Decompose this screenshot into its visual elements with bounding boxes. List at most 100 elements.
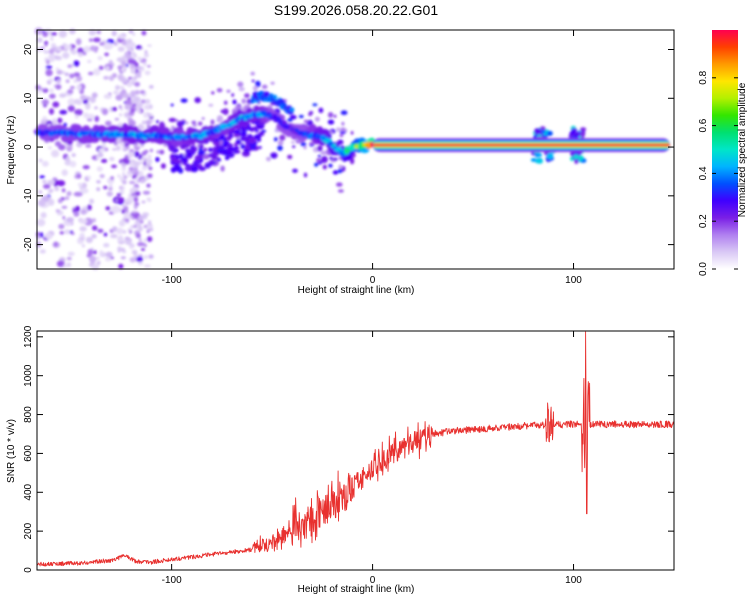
spectrogram-cell <box>316 158 322 163</box>
spectrogram-cell <box>192 143 196 146</box>
spectrogram-cell <box>121 166 126 171</box>
spectrogram-cell <box>145 99 151 104</box>
spectrogram-cell <box>258 90 265 96</box>
spectrogram-cell <box>110 234 118 239</box>
spectrogram-cell <box>336 127 341 132</box>
spectrogram-cell <box>192 123 197 127</box>
spectrogram-cell <box>156 150 160 154</box>
spectrogram-cell <box>228 134 234 138</box>
spectrogram-cell <box>126 81 133 88</box>
spectrogram-cell <box>322 164 327 170</box>
spectrogram-cell <box>135 177 139 181</box>
spectrogram-cell <box>143 238 147 242</box>
spectrogram-cell <box>53 241 59 248</box>
spectrogram-cell <box>142 190 151 195</box>
spectrogram-cell <box>73 191 83 197</box>
spectrogram-cell <box>66 217 74 223</box>
spectrogram-cell <box>105 251 113 258</box>
colorbar-tick-label: 0.2 <box>698 214 709 228</box>
spectrogram-cell <box>108 184 113 188</box>
spectrogram-cell <box>42 179 47 184</box>
spectrogram-cell <box>95 257 100 260</box>
spectrogram-cell <box>79 94 87 101</box>
spectrogram-cell <box>197 150 206 156</box>
spectrogram-cell <box>146 236 153 243</box>
spectrogram-cell <box>87 204 92 211</box>
spectrogram-cell <box>118 263 124 269</box>
spectrogram-cell <box>116 193 122 197</box>
spectrogram-cell <box>223 100 228 105</box>
spectrogram-cell <box>211 91 215 95</box>
snr-series-line <box>36 331 675 567</box>
spectrogram-cell <box>133 163 138 169</box>
spectrogram-cell <box>91 92 98 98</box>
spectrogram-cell <box>117 46 125 52</box>
spectrogram-cell <box>212 151 220 156</box>
spectrogram-cell <box>185 121 189 125</box>
snr-y-tick-label: 600 <box>23 445 34 462</box>
spectrogram-cell <box>112 148 117 151</box>
spectrogram-cell <box>36 234 41 240</box>
spectrogram-cell <box>219 150 226 155</box>
spectrogram-cell <box>143 53 149 58</box>
spectrogram-cell <box>47 146 53 150</box>
spectrogram-cell <box>133 53 138 58</box>
spectrogram-cell <box>240 143 246 150</box>
spectrogram-cell <box>35 84 41 91</box>
spectrogram-cell <box>309 141 315 146</box>
spectrogram-cell <box>122 146 127 151</box>
spectrogram-cell <box>56 79 61 84</box>
spectrogram-cell <box>578 155 584 161</box>
spectrogram-cell <box>111 164 117 169</box>
spectrogram-cell <box>124 112 130 118</box>
spectrogram-cell <box>144 50 148 54</box>
spectrogram-cell <box>87 249 94 256</box>
spectrogram-cell <box>61 188 66 193</box>
spectrogram-cell <box>105 257 112 262</box>
spectrogram-cell <box>43 50 49 54</box>
spectrogram-cell <box>127 228 131 232</box>
spectrogram-cell <box>234 146 240 150</box>
spectrogram-cell <box>37 199 46 207</box>
spectrogram-cell <box>340 110 348 115</box>
spectrogram-cell <box>170 103 174 107</box>
spectrogram-cell <box>234 129 241 134</box>
snr-x-tick-label: 100 <box>565 575 582 586</box>
spectrogram-cell <box>44 232 53 240</box>
spectrogram-cell <box>36 218 46 227</box>
spectrogram-cell <box>97 56 103 61</box>
snr-y-axis-label: SNR (10 * v/v) <box>6 419 17 483</box>
spectrogram-cell <box>248 136 256 144</box>
spectrogram-cell <box>48 54 57 60</box>
snr-frame <box>36 330 675 571</box>
spectrogram-cell <box>74 109 83 116</box>
spectrogram-cell <box>59 93 67 98</box>
spectrogram-cell <box>128 119 136 127</box>
spectrogram-cell <box>212 146 218 152</box>
spectrogram-cell <box>289 107 295 112</box>
spectrogram-cell <box>89 96 96 104</box>
spectrogram-cell <box>137 56 143 61</box>
spectrogram-cell <box>117 65 123 70</box>
spectrogram-cell <box>168 117 177 123</box>
spectrogram-cell <box>70 50 77 55</box>
spectrogram-cell <box>141 120 146 125</box>
spectrogram-cell <box>176 120 184 128</box>
spectrogram-cell <box>131 193 135 197</box>
spectrogram-cell <box>134 221 141 225</box>
spectrogram-cell <box>148 104 153 110</box>
spectrogram-cell <box>255 80 261 88</box>
spectrogram-carrier-band <box>372 143 670 147</box>
spectrogram-cell <box>147 173 153 179</box>
spectrogram-cell <box>113 90 119 95</box>
spectrogram-cell <box>108 75 115 81</box>
spectrogram-cell <box>134 202 140 207</box>
spectrogram-cell <box>142 214 148 218</box>
spectrogram-cell <box>198 166 206 171</box>
spectrogram-cell <box>124 99 132 106</box>
snr-y-tick-label: 200 <box>23 522 34 539</box>
spectrogram-cell <box>77 182 83 187</box>
snr-x-axis-label: Height of straight line (km) <box>298 584 415 595</box>
spectrogram-cell <box>55 67 60 71</box>
